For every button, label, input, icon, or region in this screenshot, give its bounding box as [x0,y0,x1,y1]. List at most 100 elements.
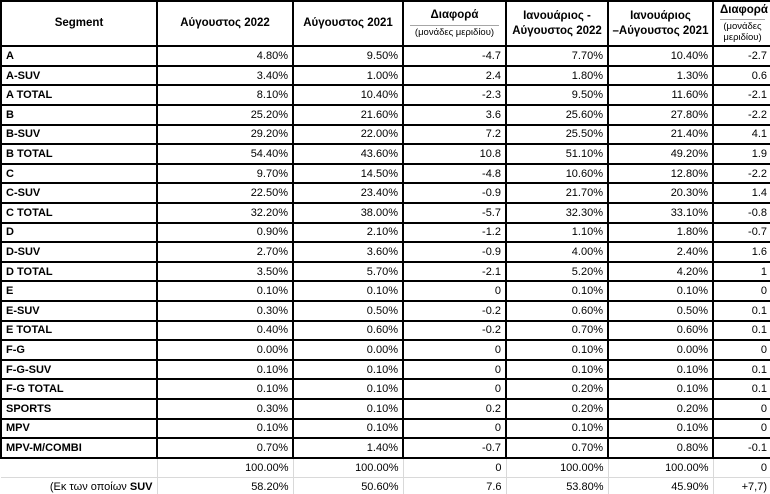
table-row: F-G-SUV 0.10% 0.10% 0 0.10% 0.10% 0.1 [0,358,770,381]
value-cell: 0.30% [156,299,294,322]
value-cell: 21.40% [607,123,714,146]
value-cell: 0.10% [607,358,714,381]
total-aug2022-cell: 100.00% [156,457,294,478]
value-cell: 3.6 [402,104,507,126]
value-cell: 0.10% [505,417,609,440]
value-cell: -2.2 [712,162,770,185]
value-cell: 0.10% [156,378,294,400]
segment-cell: E [0,280,158,302]
table-body: A 4.80% 9.50% -4.7 7.70% 10.40% -2.7 A-SUV 3.40%… [0,45,770,459]
value-cell: 10.8 [402,143,507,165]
value-cell: 8.10% [156,84,294,106]
value-cell: 25.50% [505,123,609,146]
header-diff-ytd: Διαφορά (μονάδες μεριδίου) [712,0,770,48]
value-cell: 0.30% [156,397,294,420]
value-cell: 0.50% [607,299,714,322]
value-cell: 51.10% [505,143,609,165]
header-jan-aug-2022: Ιανουάριος - Αύγουστος 2022 [505,0,609,48]
value-cell: 0 [402,358,507,381]
value-cell: -4.8 [402,162,507,185]
table-row: B TOTAL 54.40% 43.60% 10.8 51.10% 49.20% 1.9 [0,143,770,165]
value-cell: 27.80% [607,104,714,126]
value-cell: 0.40% [156,319,294,342]
value-cell: 0.10% [156,280,294,302]
value-cell: 10.40% [607,45,714,67]
value-cell: 0.10% [607,378,714,400]
value-cell: 1.10% [505,221,609,244]
value-cell: 0 [402,378,507,400]
segment-cell: D TOTAL [0,260,158,283]
header-row: Segment Αύγουστος 2022 Αύγουστος 2021 Δι… [0,0,770,48]
value-cell: 20.30% [607,182,714,204]
total-row: 100.00% 100.00% 0 100.00% 100.00% 0 [1,457,770,478]
segment-cell: B-SUV [0,123,158,146]
table-header: Segment Αύγουστος 2022 Αύγουστος 2021 Δι… [0,0,770,48]
value-cell: 0.20% [607,397,714,420]
value-cell: -2.1 [402,260,507,283]
value-cell: 0 [712,397,770,420]
value-cell: 0.70% [156,437,294,459]
header-jan-aug-2021: Ιανουάριος –Αύγουστος 2021 [607,0,714,48]
suv-diff-monthly-cell: 7.6 [402,476,507,494]
table-row: C-SUV 22.50% 23.40% -0.9 21.70% 20.30% 1.4 [0,182,770,204]
value-cell: 54.40% [156,143,294,165]
table-row: F-G 0.00% 0.00% 0 0.10% 0.00% 0 [0,339,770,361]
total-diff-monthly-cell: 0 [402,457,507,478]
value-cell: 0 [712,417,770,440]
value-cell: 9.50% [292,45,404,67]
value-cell: 5.20% [505,260,609,283]
segment-cell: B TOTAL [0,143,158,165]
table-row: D 0.90% 2.10% -1.2 1.10% 1.80% -0.7 [0,221,770,244]
value-cell: 0.10% [156,417,294,440]
value-cell: 2.10% [292,221,404,244]
value-cell: 0 [402,280,507,302]
table-row: A-SUV 3.40% 1.00% 2.4 1.80% 1.30% 0.6 [0,64,770,87]
value-cell: 1.30% [607,64,714,87]
value-cell: 1.00% [292,64,404,87]
table-row: C 9.70% 14.50% -4.8 10.60% 12.80% -2.2 [0,162,770,185]
value-cell: 3.50% [156,260,294,283]
value-cell: 0.60% [607,319,714,342]
value-cell: 2.4 [402,64,507,87]
value-cell: -2.1 [712,84,770,106]
suv-aug2021-cell: 50.60% [292,476,404,494]
value-cell: 14.50% [292,162,404,185]
segment-cell: B [0,104,158,126]
segment-cell: F-G-SUV [0,358,158,381]
value-cell: 10.60% [505,162,609,185]
value-cell: 32.30% [505,201,609,224]
total-janaug2022-cell: 100.00% [505,457,609,478]
value-cell: 0.00% [156,339,294,361]
segment-cell: C [0,162,158,185]
value-cell: 0.1 [712,358,770,381]
value-cell: 0.2 [402,397,507,420]
table-row: D-SUV 2.70% 3.60% -0.9 4.00% 2.40% 1.6 [0,241,770,263]
value-cell: 0.10% [292,280,404,302]
segment-cell: E TOTAL [0,319,158,342]
value-cell: 25.20% [156,104,294,126]
table-footer: 100.00% 100.00% 0 100.00% 100.00% 0 (Εκ … [1,457,770,494]
value-cell: 3.60% [292,241,404,263]
value-cell: 43.60% [292,143,404,165]
table-row: B 25.20% 21.60% 3.6 25.60% 27.80% -2.2 [0,104,770,126]
value-cell: 32.20% [156,201,294,224]
value-cell: 2.70% [156,241,294,263]
value-cell: 9.70% [156,162,294,185]
value-cell: 0.70% [505,319,609,342]
value-cell: 10.40% [292,84,404,106]
value-cell: 3.40% [156,64,294,87]
header-jan-aug-2022-line1: Ιανουάριος - [523,10,591,23]
value-cell: 29.20% [156,123,294,146]
header-diff-ytd-subtitle-line2: μεριδίου) [723,32,762,44]
value-cell: 0.60% [505,299,609,322]
value-cell: -1.2 [402,221,507,244]
suv-share-label-text: (Εκ των οποίων [49,481,130,494]
header-august-2022: Αύγουστος 2022 [156,0,294,48]
header-diff-monthly: Διαφορά (μονάδες μεριδίου) [402,0,507,48]
segment-cell: MPV [0,417,158,440]
value-cell: 0.00% [607,339,714,361]
table-row: SPORTS 0.30% 0.10% 0.2 0.20% 0.20% 0 [0,397,770,420]
value-cell: 21.70% [505,182,609,204]
